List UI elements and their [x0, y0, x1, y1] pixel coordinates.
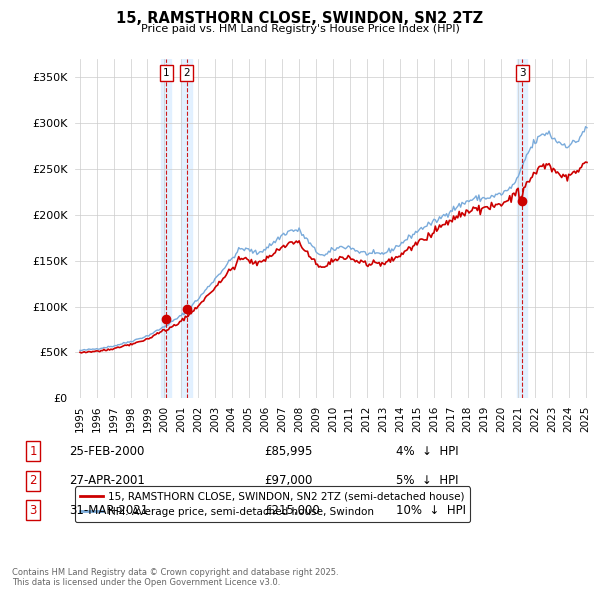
Text: £215,000: £215,000 — [264, 504, 320, 517]
Text: 3: 3 — [29, 504, 37, 517]
Text: £97,000: £97,000 — [264, 474, 313, 487]
Legend: 15, RAMSTHORN CLOSE, SWINDON, SN2 2TZ (semi-detached house), HPI: Average price,: 15, RAMSTHORN CLOSE, SWINDON, SN2 2TZ (s… — [75, 486, 470, 522]
Text: 5%  ↓  HPI: 5% ↓ HPI — [396, 474, 458, 487]
Text: 25-FEB-2000: 25-FEB-2000 — [69, 445, 145, 458]
Bar — [181, 59, 191, 398]
Text: 2: 2 — [183, 68, 190, 78]
Text: 3: 3 — [519, 68, 526, 78]
Text: 1: 1 — [163, 68, 170, 78]
Text: Contains HM Land Registry data © Crown copyright and database right 2025.
This d: Contains HM Land Registry data © Crown c… — [12, 568, 338, 587]
Text: 1: 1 — [29, 445, 37, 458]
Text: 31-MAR-2021: 31-MAR-2021 — [69, 504, 148, 517]
Bar — [161, 59, 172, 398]
Text: 27-APR-2001: 27-APR-2001 — [69, 474, 145, 487]
Text: 10%  ↓  HPI: 10% ↓ HPI — [396, 504, 466, 517]
Text: 15, RAMSTHORN CLOSE, SWINDON, SN2 2TZ: 15, RAMSTHORN CLOSE, SWINDON, SN2 2TZ — [116, 11, 484, 25]
Text: Price paid vs. HM Land Registry's House Price Index (HPI): Price paid vs. HM Land Registry's House … — [140, 24, 460, 34]
Bar — [517, 59, 527, 398]
Text: £85,995: £85,995 — [264, 445, 313, 458]
Text: 2: 2 — [29, 474, 37, 487]
Text: 4%  ↓  HPI: 4% ↓ HPI — [396, 445, 458, 458]
